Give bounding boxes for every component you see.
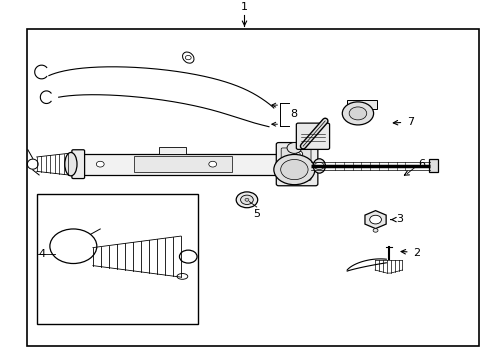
Ellipse shape — [64, 153, 77, 176]
FancyBboxPatch shape — [72, 150, 84, 179]
Bar — [27, 29, 478, 346]
Circle shape — [293, 151, 302, 157]
Text: 8: 8 — [290, 109, 297, 120]
Bar — [346, 108, 354, 116]
Circle shape — [185, 55, 191, 60]
Circle shape — [208, 161, 216, 167]
Circle shape — [96, 161, 104, 167]
Circle shape — [236, 192, 257, 208]
Bar — [346, 100, 376, 109]
Text: 7: 7 — [406, 117, 413, 127]
Text: 6: 6 — [417, 159, 424, 169]
Circle shape — [342, 102, 373, 125]
Circle shape — [286, 143, 301, 153]
Text: 5: 5 — [253, 209, 260, 219]
Circle shape — [369, 215, 381, 224]
Bar — [76, 154, 281, 175]
Circle shape — [273, 154, 314, 185]
Circle shape — [293, 172, 302, 178]
Circle shape — [240, 195, 253, 204]
FancyBboxPatch shape — [281, 148, 310, 180]
Ellipse shape — [312, 159, 325, 173]
FancyBboxPatch shape — [296, 123, 329, 149]
Circle shape — [244, 198, 248, 201]
Circle shape — [296, 174, 300, 176]
Circle shape — [296, 153, 300, 156]
Text: 2: 2 — [412, 248, 420, 258]
Bar — [428, 159, 437, 172]
Text: 3: 3 — [395, 214, 402, 224]
FancyBboxPatch shape — [276, 143, 317, 186]
Text: 1: 1 — [241, 1, 247, 12]
Bar — [159, 147, 185, 154]
Ellipse shape — [182, 52, 194, 63]
Circle shape — [372, 229, 377, 232]
Circle shape — [280, 159, 307, 180]
Text: 4: 4 — [38, 249, 45, 259]
Bar — [37, 194, 198, 324]
Bar — [134, 156, 232, 172]
Circle shape — [348, 107, 366, 120]
Circle shape — [314, 162, 324, 170]
